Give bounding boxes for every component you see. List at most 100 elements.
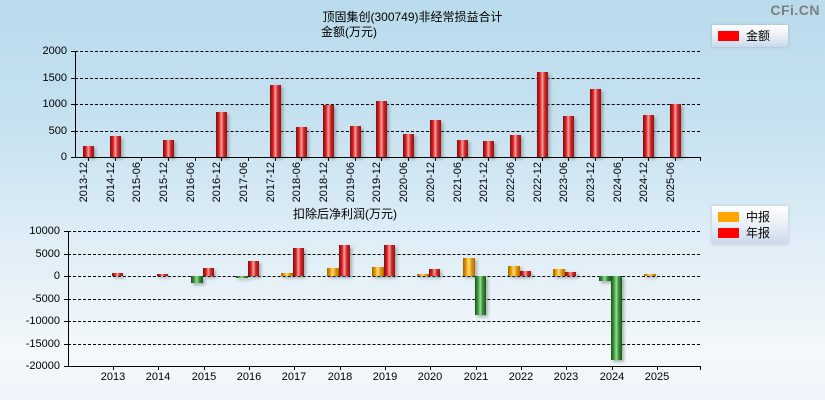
- y-tick-mark: [71, 51, 75, 52]
- interim-bar: [417, 274, 429, 276]
- interim-bar: [553, 269, 565, 276]
- top-chart-subtitle: 金额(万元): [321, 25, 377, 39]
- y-tick-label: 10000: [29, 225, 60, 237]
- y-tick-label: -5000: [31, 293, 60, 305]
- x-tick-mark: [168, 157, 169, 161]
- x-tick-label: 2017-12: [265, 162, 277, 203]
- x-tick-label: 2018: [327, 371, 353, 383]
- annual-bar: [429, 269, 440, 276]
- x-tick-mark: [249, 366, 250, 370]
- x-tick-mark: [328, 157, 329, 161]
- x-tick-mark: [158, 366, 159, 370]
- x-tick-mark: [385, 366, 386, 370]
- x-tick-mark: [88, 157, 89, 161]
- annual-bar: [248, 261, 259, 276]
- top-chart-title: 顶固集创(300749)非经常损益合计: [322, 10, 503, 24]
- gridline: [75, 51, 700, 52]
- x-tick-label: 2015: [191, 371, 217, 383]
- y-tick-label: 1500: [42, 71, 67, 84]
- x-tick-label: 2016-06: [185, 162, 197, 203]
- amount-bar: [296, 127, 307, 157]
- amount-bar: [510, 135, 521, 157]
- x-tick-label: 2013-12: [78, 162, 90, 203]
- x-tick-label: 2023: [553, 371, 579, 383]
- y-tick-label: 0: [53, 270, 60, 282]
- y-axis: [68, 231, 69, 366]
- y-tick-mark: [64, 254, 68, 255]
- y-tick-label: -20000: [25, 360, 60, 372]
- y-tick-label: 5000: [35, 248, 60, 260]
- x-tick-mark: [221, 157, 222, 161]
- gridline: [75, 77, 700, 79]
- x-tick-label: 2015-12: [158, 162, 170, 203]
- y-tick-label: 0: [60, 151, 67, 163]
- x-tick-label: 2014: [145, 371, 171, 383]
- amount-bar: [537, 72, 548, 157]
- x-tick-label: 2016: [236, 371, 262, 383]
- amount-bar: [563, 116, 574, 157]
- bottom-chart-legend: 中报 年报: [712, 206, 788, 244]
- x-tick-mark: [275, 157, 276, 161]
- interim-bar: [463, 258, 475, 276]
- x-tick-label: 2023-12: [585, 162, 597, 203]
- gridline: [68, 276, 700, 277]
- x-tick-label: 2022: [508, 371, 534, 383]
- amount-bar: [163, 140, 174, 157]
- y-tick-label: -10000: [25, 315, 60, 327]
- interim-legend-swatch: [718, 212, 739, 222]
- x-tick-label: 2022-12: [532, 162, 544, 203]
- x-tick-mark: [430, 366, 431, 370]
- x-tick-label: 2022-06: [505, 162, 517, 203]
- amount-bar: [670, 104, 681, 157]
- x-tick-label: 2019-12: [371, 162, 383, 203]
- amount-bar: [590, 89, 601, 157]
- annual-bar-negative: [611, 276, 622, 360]
- x-tick-mark: [476, 366, 477, 370]
- annual-bar: [520, 271, 531, 276]
- x-tick-label: 2020-06: [398, 162, 410, 203]
- gridline: [75, 104, 700, 105]
- x-tick-mark: [595, 157, 596, 161]
- x-tick-mark: [204, 366, 205, 370]
- interim-bar: [372, 267, 384, 276]
- amount-bar: [376, 101, 387, 157]
- x-tick-label: 2024-12: [638, 162, 650, 203]
- x-tick-mark: [340, 366, 341, 370]
- gridline: [68, 231, 700, 232]
- x-tick-label: 2020-12: [425, 162, 437, 203]
- x-tick-label: 2024-06: [612, 162, 624, 203]
- x-tick-mark: [115, 157, 116, 161]
- annual-bar: [112, 273, 123, 276]
- y-tick-mark: [71, 104, 75, 105]
- y-tick-label: 500: [48, 124, 67, 137]
- x-tick-mark: [657, 366, 658, 370]
- annual-bar: [565, 272, 576, 276]
- x-tick-mark: [675, 157, 676, 161]
- amount-bar: [643, 115, 654, 157]
- x-tick-label: 2024: [599, 371, 625, 383]
- amount-bar: [270, 85, 281, 157]
- x-tick-mark: [381, 157, 382, 161]
- interim-bar: [327, 268, 339, 276]
- interim-bar-negative: [191, 276, 203, 283]
- amount-bar: [216, 112, 227, 157]
- x-tick-mark: [648, 157, 649, 161]
- x-axis-end-tick: [700, 157, 701, 161]
- x-tick-mark: [435, 157, 436, 161]
- annual-legend-label: 年报: [746, 226, 771, 240]
- x-tick-label: 2019-06: [345, 162, 357, 203]
- x-tick-mark: [488, 157, 489, 161]
- x-tick-label: 2025: [644, 371, 670, 383]
- x-tick-label: 2023-06: [558, 162, 570, 203]
- top-chart-legend: 金额: [712, 25, 788, 47]
- gridline: [68, 321, 700, 322]
- amount-bar: [483, 141, 494, 157]
- x-tick-label: 2021: [463, 371, 489, 383]
- interim-legend-label: 中报: [746, 210, 771, 224]
- x-tick-mark: [622, 157, 623, 161]
- y-tick-mark: [71, 130, 75, 132]
- y-tick-mark: [71, 77, 75, 79]
- x-tick-mark: [248, 157, 249, 161]
- amount-legend-swatch: [718, 31, 739, 41]
